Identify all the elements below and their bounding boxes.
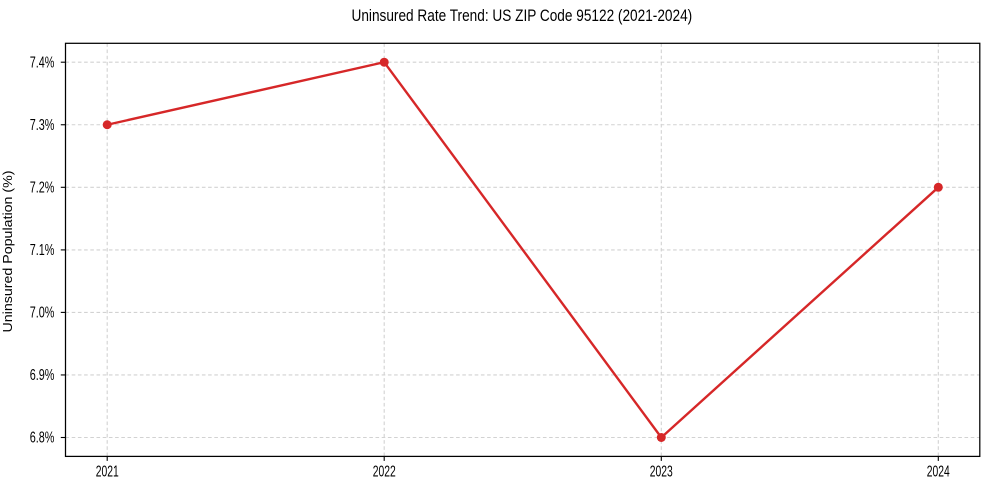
svg-text:2022: 2022 [373, 464, 396, 481]
svg-text:7.1%: 7.1% [30, 242, 55, 259]
svg-text:6.9%: 6.9% [30, 367, 55, 384]
svg-text:2021: 2021 [96, 464, 119, 481]
svg-text:Uninsured Population (%): Uninsured Population (%) [0, 171, 15, 333]
svg-text:Uninsured Rate Trend: US ZIP C: Uninsured Rate Trend: US ZIP Code 95122 … [352, 7, 693, 25]
svg-text:2024: 2024 [927, 464, 950, 481]
svg-text:7.0%: 7.0% [30, 305, 55, 322]
svg-text:2023: 2023 [650, 464, 673, 481]
svg-text:7.3%: 7.3% [30, 117, 55, 134]
svg-text:7.2%: 7.2% [30, 180, 55, 197]
svg-text:6.8%: 6.8% [30, 430, 55, 447]
svg-text:7.4%: 7.4% [30, 54, 55, 71]
